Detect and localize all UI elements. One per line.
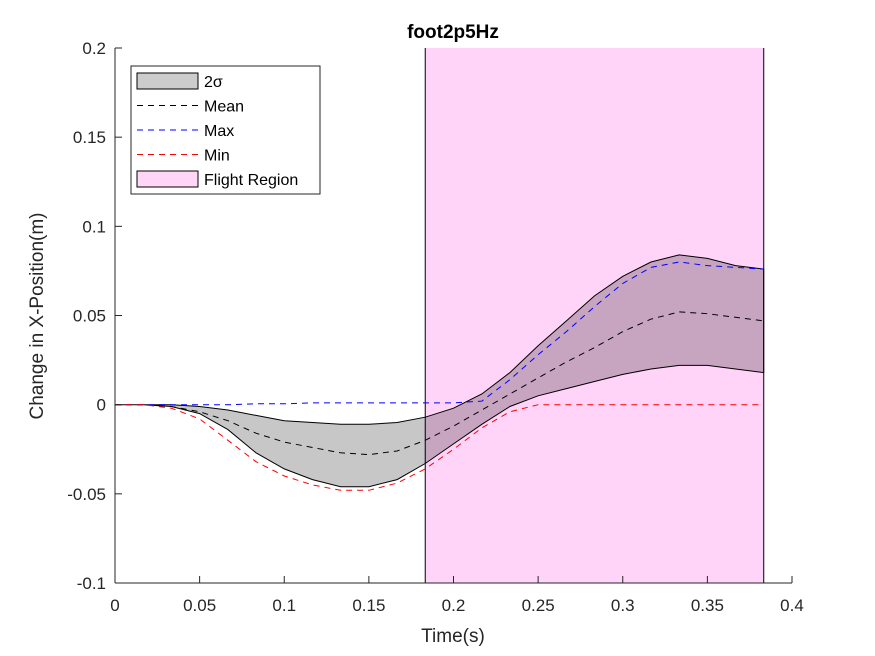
- series-line-mean: [115, 311, 764, 456]
- legend: 2σ Mean Max Min Flight Region: [130, 65, 321, 195]
- y-tick-label: 0: [97, 396, 106, 415]
- x-tick-label: 0.1: [272, 596, 296, 615]
- x-tick-label: 0.2: [442, 596, 466, 615]
- x-tick-label: 0.35: [691, 596, 724, 615]
- y-tick-label: -0.1: [77, 574, 106, 593]
- legend-label: Flight Region: [204, 172, 298, 189]
- chart-title: foot2p5Hz: [407, 22, 499, 43]
- x-tick-label: 0.05: [183, 596, 216, 615]
- axes: 0 0.05 0.1 0.15 0.2 0.25 0.3 0.35 0.4 -0.1 -0.05 0 0…: [67, 39, 804, 615]
- series-line-min: [115, 404, 764, 491]
- y-tick-label: 0.2: [82, 39, 106, 58]
- legend-swatch-flight-region: [136, 170, 199, 188]
- y-axis-label: Change in X-Position(m): [27, 213, 48, 420]
- x-tick-label: 0.4: [780, 596, 804, 615]
- legend-label: 2σ: [204, 74, 223, 91]
- sigma-band: [115, 254, 765, 488]
- x-tick-label: 0.25: [522, 596, 555, 615]
- x-tick-label: 0.15: [352, 596, 385, 615]
- x-axis-label: Time(s): [421, 626, 485, 647]
- x-tick-label: 0.3: [611, 596, 635, 615]
- y-tick-label: 0.05: [73, 307, 106, 326]
- legend-label: Min: [204, 148, 230, 165]
- flight-region: [425, 48, 764, 583]
- legend-swatch-sigma: [136, 72, 199, 90]
- series-line-max: [115, 261, 764, 406]
- plot-area: [115, 48, 792, 583]
- y-tick-label: 0.15: [73, 128, 106, 147]
- x-tick-label: 0: [110, 596, 119, 615]
- legend-label: Max: [204, 123, 234, 140]
- legend-label: Mean: [204, 99, 244, 116]
- y-tick-label: -0.05: [67, 485, 106, 504]
- y-tick-label: 0.1: [82, 217, 106, 236]
